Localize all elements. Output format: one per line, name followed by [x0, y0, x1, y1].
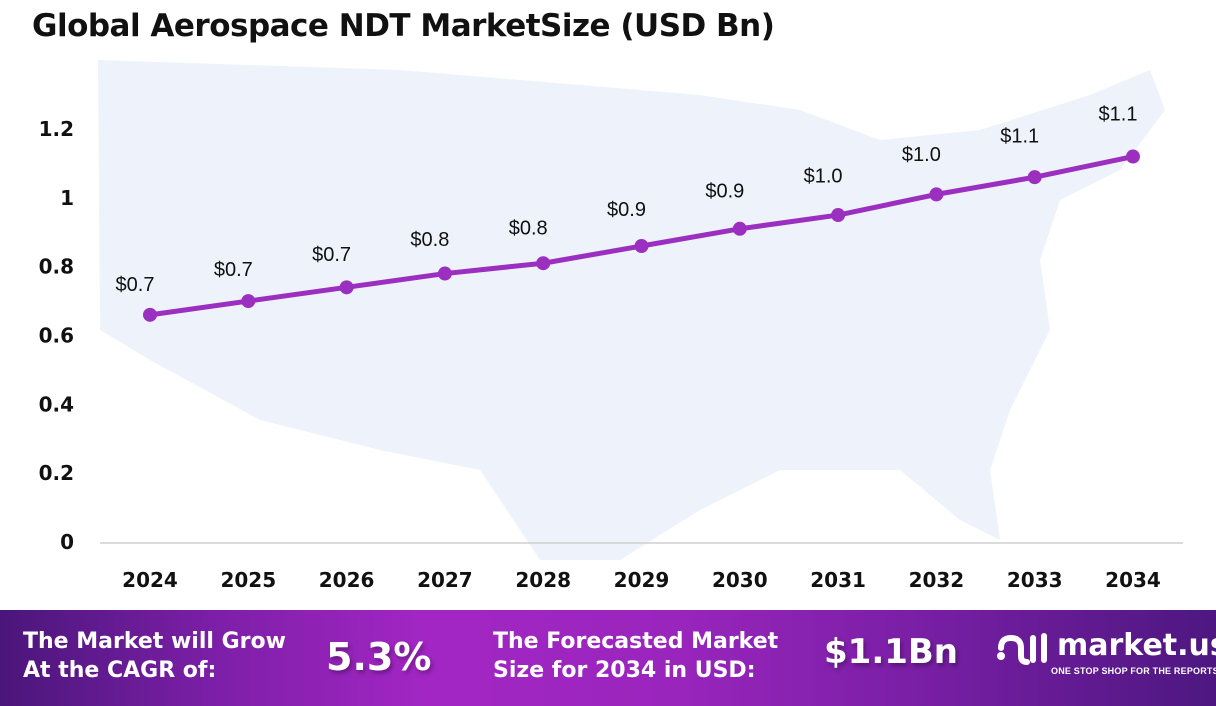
cagr-label: The Market will Grow At the CAGR of: — [23, 627, 286, 685]
data-point — [339, 280, 354, 295]
data-label: $0.7 — [214, 259, 253, 281]
data-label: $1.0 — [902, 144, 941, 166]
data-point — [143, 307, 157, 322]
x-tick-label: 2024 — [122, 568, 178, 592]
y-tick-label: 1 — [60, 186, 74, 210]
data-point — [831, 208, 846, 223]
y-tick-label: 0.8 — [39, 255, 74, 279]
x-tick-label: 2031 — [810, 568, 866, 592]
x-tick-label: 2033 — [1007, 568, 1063, 592]
cagr-label-line-1: The Market will Grow — [23, 629, 286, 654]
footer-banner: The Market will Grow At the CAGR of: 5.3… — [0, 610, 1216, 706]
x-tick-label: 2028 — [515, 568, 571, 592]
x-tick-label: 2027 — [417, 568, 473, 592]
data-label: $0.9 — [705, 181, 744, 203]
data-point — [732, 221, 747, 236]
data-label: $0.9 — [607, 199, 646, 221]
x-tick-label: 2025 — [220, 568, 276, 592]
data-label: $1.1 — [1000, 125, 1039, 147]
data-label: $1.1 — [1099, 104, 1138, 126]
data-point — [241, 294, 256, 309]
data-label: $1.0 — [804, 166, 843, 188]
data-label: $0.8 — [509, 217, 548, 239]
logo-tagline: ONE STOP SHOP FOR THE REPORTS — [1051, 666, 1216, 676]
data-point — [634, 239, 649, 254]
line-chart: 0 0.2 0.4 0.6 0.8 1 1.2 2024 2025 2026 2027 2028 20… — [39, 60, 1183, 592]
data-point — [536, 256, 551, 271]
data-point — [1126, 149, 1140, 164]
logo-icon — [997, 633, 1047, 665]
y-tick-label: 0.4 — [39, 392, 74, 416]
data-label: $0.7 — [116, 274, 155, 296]
chart-title: Global Aerospace NDT MarketSize (USD Bn) — [32, 8, 775, 44]
forecast-label-line-2: Size for 2034 in USD: — [493, 658, 756, 683]
x-tick-label: 2029 — [614, 568, 670, 592]
logo-name: market.us — [1057, 628, 1216, 663]
data-point — [1027, 170, 1042, 185]
x-tick-label: 2034 — [1105, 568, 1161, 592]
forecast-value: $1.1Bn — [824, 632, 959, 672]
y-tick-label: 1.2 — [39, 117, 74, 141]
cagr-label-line-2: At the CAGR of: — [23, 658, 217, 683]
data-label: $0.7 — [312, 244, 351, 266]
y-tick-label: 0.2 — [39, 461, 74, 485]
background-map — [98, 60, 1165, 560]
data-point — [437, 266, 452, 281]
x-tick-label: 2026 — [319, 568, 375, 592]
forecast-label: The Forecasted Market Size for 2034 in U… — [493, 627, 778, 685]
x-tick-label: 2030 — [712, 568, 768, 592]
data-point — [929, 187, 944, 202]
y-tick-label: 0 — [60, 530, 74, 554]
data-label: $0.8 — [410, 229, 449, 251]
market-us-logo: market.us ONE STOP SHOP FOR THE REPORTS — [995, 628, 1216, 676]
cagr-value: 5.3% — [326, 635, 432, 679]
y-tick-label: 0.6 — [39, 324, 74, 348]
x-tick-label: 2032 — [909, 568, 965, 592]
forecast-label-line-1: The Forecasted Market — [493, 629, 779, 654]
